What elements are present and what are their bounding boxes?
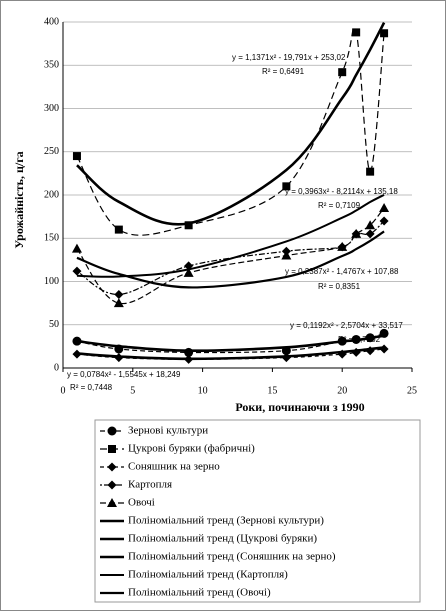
marker <box>107 480 117 490</box>
legend-label: Зернові культури <box>128 425 208 437</box>
trend-equation: y = 0,0784x² - 1,5545x + 18,249 <box>67 370 181 379</box>
marker <box>72 266 82 276</box>
trend-equation: y = 0,1192x² - 2,5704x + 33,517 <box>290 321 403 330</box>
marker <box>365 229 375 239</box>
trend-line <box>76 346 385 361</box>
trend-equation: R² = 0,7448 <box>70 383 113 392</box>
x-tick-label: 20 <box>337 385 347 396</box>
y-tick-label: 400 <box>44 16 59 27</box>
trend-equation: R² = 0,7202 <box>338 335 381 344</box>
marker <box>351 228 362 238</box>
marker <box>108 445 116 453</box>
legend-label: Поліноміальний тренд (Зернові культури) <box>128 515 324 527</box>
legend-label: Поліноміальний тренд (Картопля) <box>128 569 288 581</box>
marker <box>380 29 389 38</box>
trend-equation: y = 0,2387x² - 1,4767x + 107,88 <box>285 267 399 276</box>
legend-label: Поліноміальний тренд (Цукрові буряки) <box>128 533 317 545</box>
marker <box>379 202 390 212</box>
marker <box>107 426 117 436</box>
series-line <box>76 332 385 354</box>
trend-equation: y = 1,1371x² - 19,791x + 253,02 <box>232 53 346 62</box>
legend-label: Картопля <box>128 479 172 491</box>
legend-label: Цукрові буряки (фабричні) <box>128 443 255 455</box>
series-line <box>76 220 385 296</box>
x-tick-label: 0 <box>61 385 66 396</box>
legend-box <box>94 419 421 603</box>
trend-equation: y = 0,3963x² - 8,2114x + 135,18 <box>285 187 398 196</box>
x-axis-title: Роки, починаючи з 1990 <box>235 400 364 414</box>
y-tick-label: 0 <box>54 362 59 373</box>
trend-line <box>76 230 385 289</box>
marker <box>379 216 389 226</box>
y-tick-label: 300 <box>44 103 59 114</box>
marker <box>107 462 117 472</box>
marker <box>366 167 375 176</box>
y-tick-label: 100 <box>44 276 59 287</box>
legend-label: Поліноміальний тренд (Овочі) <box>128 587 271 599</box>
marker <box>71 243 82 253</box>
marker <box>114 225 123 234</box>
trend-equation: R² = 0,7109 <box>318 201 361 210</box>
marker <box>282 182 291 191</box>
y-tick-label: 350 <box>44 60 59 71</box>
marker <box>184 221 193 230</box>
x-tick-label: 15 <box>267 385 277 396</box>
marker <box>113 298 124 308</box>
marker <box>338 68 347 77</box>
x-tick-label: 5 <box>130 385 135 396</box>
marker <box>72 152 81 161</box>
marker <box>365 220 376 230</box>
marker <box>337 241 348 251</box>
legend-label: Поліноміальний тренд (Соняшник на зерно) <box>128 551 336 563</box>
legend-label: Соняшник на зерно <box>128 461 220 473</box>
trend-equation: R² = 0,8351 <box>318 282 361 291</box>
y-tick-label: 200 <box>44 189 59 200</box>
x-tick-label: 25 <box>407 385 417 396</box>
y-axis-title: Урожайність, ц/га <box>12 151 26 248</box>
marker <box>352 28 361 37</box>
y-tick-label: 150 <box>44 233 59 244</box>
trend-line <box>76 22 386 226</box>
y-tick-label: 50 <box>49 319 59 330</box>
marker <box>183 267 194 277</box>
trend-line <box>76 334 385 353</box>
y-tick-label: 250 <box>44 146 59 157</box>
marker <box>281 250 292 260</box>
trend-equation: R² = 0,6491 <box>262 67 305 76</box>
marker <box>107 498 117 507</box>
marker <box>114 289 124 299</box>
legend-label: Овочі <box>128 497 155 509</box>
x-tick-label: 10 <box>198 385 208 396</box>
